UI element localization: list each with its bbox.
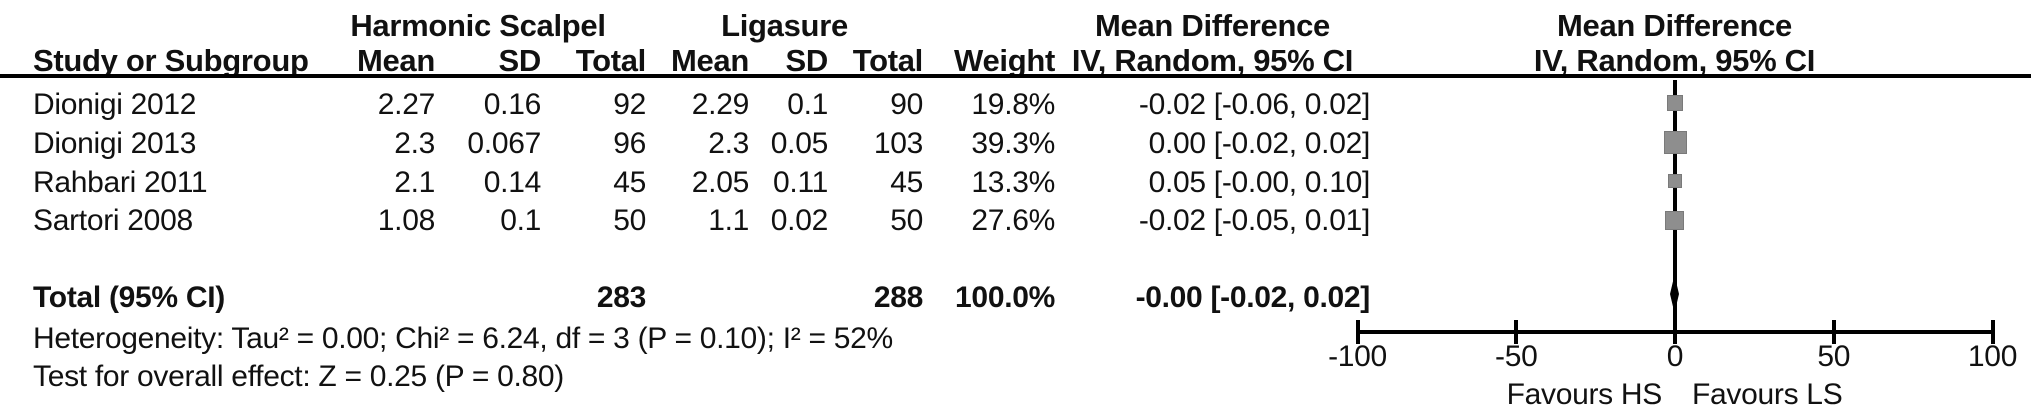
axis-tick-label: 100 bbox=[1967, 340, 2018, 373]
hs-sd-value: 0.067 bbox=[467, 127, 541, 161]
total-ci: -0.00 [-0.02, 0.02] bbox=[1135, 280, 1371, 314]
hs-total-value: 92 bbox=[613, 88, 646, 122]
table-row: Sartori 2008 1.08 0.1 50 1.1 0.02 50 27.… bbox=[33, 202, 1370, 241]
hs-mean-value: 2.1 bbox=[394, 165, 435, 199]
ls-mean-value: 1.1 bbox=[708, 204, 749, 238]
ls-mean-value: 2.05 bbox=[691, 165, 750, 199]
ls-total-value: 45 bbox=[890, 165, 923, 199]
mean-difference-column-title: Mean Difference bbox=[1095, 8, 1330, 43]
hs-mean-value: 2.27 bbox=[377, 88, 436, 122]
col-header-ls-sd: SD bbox=[785, 43, 829, 78]
ls-sd-value: 0.11 bbox=[773, 165, 828, 199]
pooled-effect-diamond bbox=[1670, 275, 1679, 313]
table-row: Rahbari 2011 2.1 0.14 45 2.05 0.11 45 13… bbox=[33, 163, 1370, 202]
ci-value: 0.05 [-0.00, 0.10] bbox=[1148, 165, 1371, 199]
axis-tick-label: -50 bbox=[1495, 340, 1538, 373]
heterogeneity-stats: Heterogeneity: Tau² = 0.00; Chi² = 6.24,… bbox=[33, 322, 893, 355]
hs-total-value: 50 bbox=[613, 204, 646, 238]
hs-mean-value: 1.08 bbox=[377, 204, 436, 238]
weight-value: 13.3% bbox=[971, 165, 1055, 199]
favours-ls-label: Favours LS bbox=[1692, 378, 1843, 411]
ci-value: -0.02 [-0.05, 0.01] bbox=[1138, 204, 1370, 238]
ls-mean-value: 2.3 bbox=[708, 127, 749, 161]
table-row: Dionigi 2013 2.3 0.067 96 2.3 0.05 103 3… bbox=[33, 125, 1370, 164]
ls-sd-value: 0.1 bbox=[787, 88, 828, 122]
weight-value: 39.3% bbox=[971, 127, 1055, 161]
col-header-hs-sd: SD bbox=[498, 43, 542, 78]
col-header-hs-mean: Mean bbox=[356, 43, 435, 78]
ls-total-value: 50 bbox=[890, 204, 923, 238]
total-weight: 100.0% bbox=[955, 280, 1055, 314]
hs-sd-value: 0.16 bbox=[483, 88, 542, 122]
axis-tick-label: 50 bbox=[1817, 340, 1851, 373]
plot-subtitle-iv-random: IV, Random, 95% CI bbox=[1533, 43, 1816, 78]
hs-sd-value: 0.1 bbox=[500, 204, 541, 238]
axis-tick bbox=[1514, 320, 1519, 344]
table-header-row: Study or Subgroup Mean SD Total Mean SD … bbox=[33, 43, 1370, 79]
col-header-weight: Weight bbox=[954, 43, 1055, 78]
total-row: Total (95% CI) 283 288 100.0% -0.00 [-0.… bbox=[33, 278, 1370, 317]
ci-value: -0.02 [-0.06, 0.02] bbox=[1138, 88, 1370, 122]
study-marker bbox=[1666, 95, 1683, 111]
study-name: Dionigi 2012 bbox=[33, 88, 197, 122]
header-divider-line bbox=[0, 74, 2031, 78]
axis-tick bbox=[1990, 320, 1995, 344]
overall-effect-stats: Test for overall effect: Z = 0.25 (P = 0… bbox=[33, 360, 564, 393]
ls-sd-value: 0.05 bbox=[770, 127, 829, 161]
col-header-study: Study or Subgroup bbox=[33, 43, 309, 78]
hs-sd-value: 0.14 bbox=[483, 165, 542, 199]
ls-total-value: 90 bbox=[890, 88, 923, 122]
axis-tick-label: -100 bbox=[1328, 340, 1387, 373]
group-header-harmonic-scalpel: Harmonic Scalpel bbox=[350, 8, 606, 43]
study-name: Dionigi 2013 bbox=[33, 127, 197, 161]
ls-sd-value: 0.02 bbox=[770, 204, 829, 238]
total-hs-participants: 283 bbox=[596, 280, 646, 314]
weight-value: 27.6% bbox=[971, 204, 1055, 238]
study-table-body: Dionigi 2012 2.27 0.16 92 2.29 0.1 90 19… bbox=[33, 86, 1370, 241]
total-label: Total (95% CI) bbox=[33, 280, 225, 314]
study-name: Sartori 2008 bbox=[33, 204, 193, 238]
favours-hs-label: Favours HS bbox=[1506, 378, 1663, 411]
mean-difference-plot-title: Mean Difference bbox=[1557, 8, 1792, 43]
zero-effect-line bbox=[1673, 80, 1677, 330]
col-header-hs-total: Total bbox=[575, 43, 647, 78]
hs-total-value: 96 bbox=[613, 127, 646, 161]
group-header-ligasure: Ligasure bbox=[721, 8, 848, 43]
axis-tick-label: 0 bbox=[1666, 340, 1684, 373]
weight-value: 19.8% bbox=[971, 88, 1055, 122]
ci-value: 0.00 [-0.02, 0.02] bbox=[1148, 127, 1371, 161]
hs-mean-value: 2.3 bbox=[394, 127, 435, 161]
hs-total-value: 45 bbox=[613, 165, 646, 199]
col-header-iv-random: IV, Random, 95% CI bbox=[1071, 43, 1354, 78]
ls-total-value: 103 bbox=[873, 127, 923, 161]
table-row: Dionigi 2012 2.27 0.16 92 2.29 0.1 90 19… bbox=[33, 86, 1370, 125]
total-ls-participants: 288 bbox=[873, 280, 923, 314]
study-marker bbox=[1668, 174, 1683, 188]
col-header-ls-total: Total bbox=[852, 43, 924, 78]
ls-mean-value: 2.29 bbox=[691, 88, 750, 122]
col-header-ls-mean: Mean bbox=[670, 43, 749, 78]
axis-tick bbox=[1355, 320, 1360, 344]
study-name: Rahbari 2011 bbox=[33, 165, 208, 199]
study-marker bbox=[1663, 130, 1687, 154]
axis-tick bbox=[1831, 320, 1836, 344]
study-marker bbox=[1665, 210, 1685, 230]
axis-tick bbox=[1673, 320, 1677, 344]
